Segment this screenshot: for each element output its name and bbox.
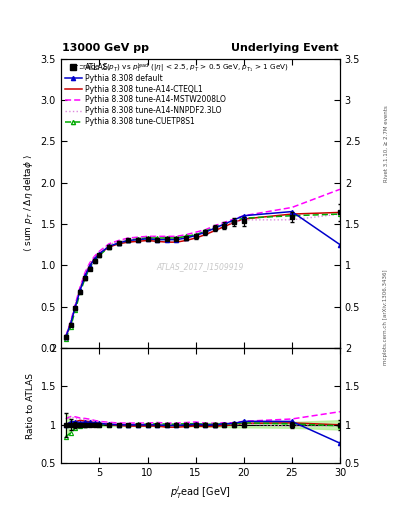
Text: mcplots.cern.ch [arXiv:1306.3436]: mcplots.cern.ch [arXiv:1306.3436] <box>384 270 388 365</box>
Text: ATLAS_2017_I1509919: ATLAS_2017_I1509919 <box>157 262 244 271</box>
Legend: ATLAS, Pythia 8.308 default, Pythia 8.308 tune-A14-CTEQL1, Pythia 8.308 tune-A14: ATLAS, Pythia 8.308 default, Pythia 8.30… <box>63 61 227 128</box>
X-axis label: $p_T^l$ead [GeV]: $p_T^l$ead [GeV] <box>170 484 231 501</box>
Text: Average $\Sigma(p_T)$ vs $p_T^{\rm lead}$ ($|\eta|$ < 2.5, $p_T$ > 0.5 GeV, $p_{: Average $\Sigma(p_T)$ vs $p_T^{\rm lead}… <box>69 62 289 75</box>
Text: Underlying Event: Underlying Event <box>231 43 339 53</box>
Y-axis label: $\langle$ sum $p_T$ / $\Delta\eta$ delta$\phi$ $\rangle$: $\langle$ sum $p_T$ / $\Delta\eta$ delta… <box>22 154 35 252</box>
Text: 13000 GeV pp: 13000 GeV pp <box>62 43 149 53</box>
Y-axis label: Ratio to ATLAS: Ratio to ATLAS <box>26 373 35 439</box>
Text: Rivet 3.1.10, ≥ 2.7M events: Rivet 3.1.10, ≥ 2.7M events <box>384 105 388 182</box>
